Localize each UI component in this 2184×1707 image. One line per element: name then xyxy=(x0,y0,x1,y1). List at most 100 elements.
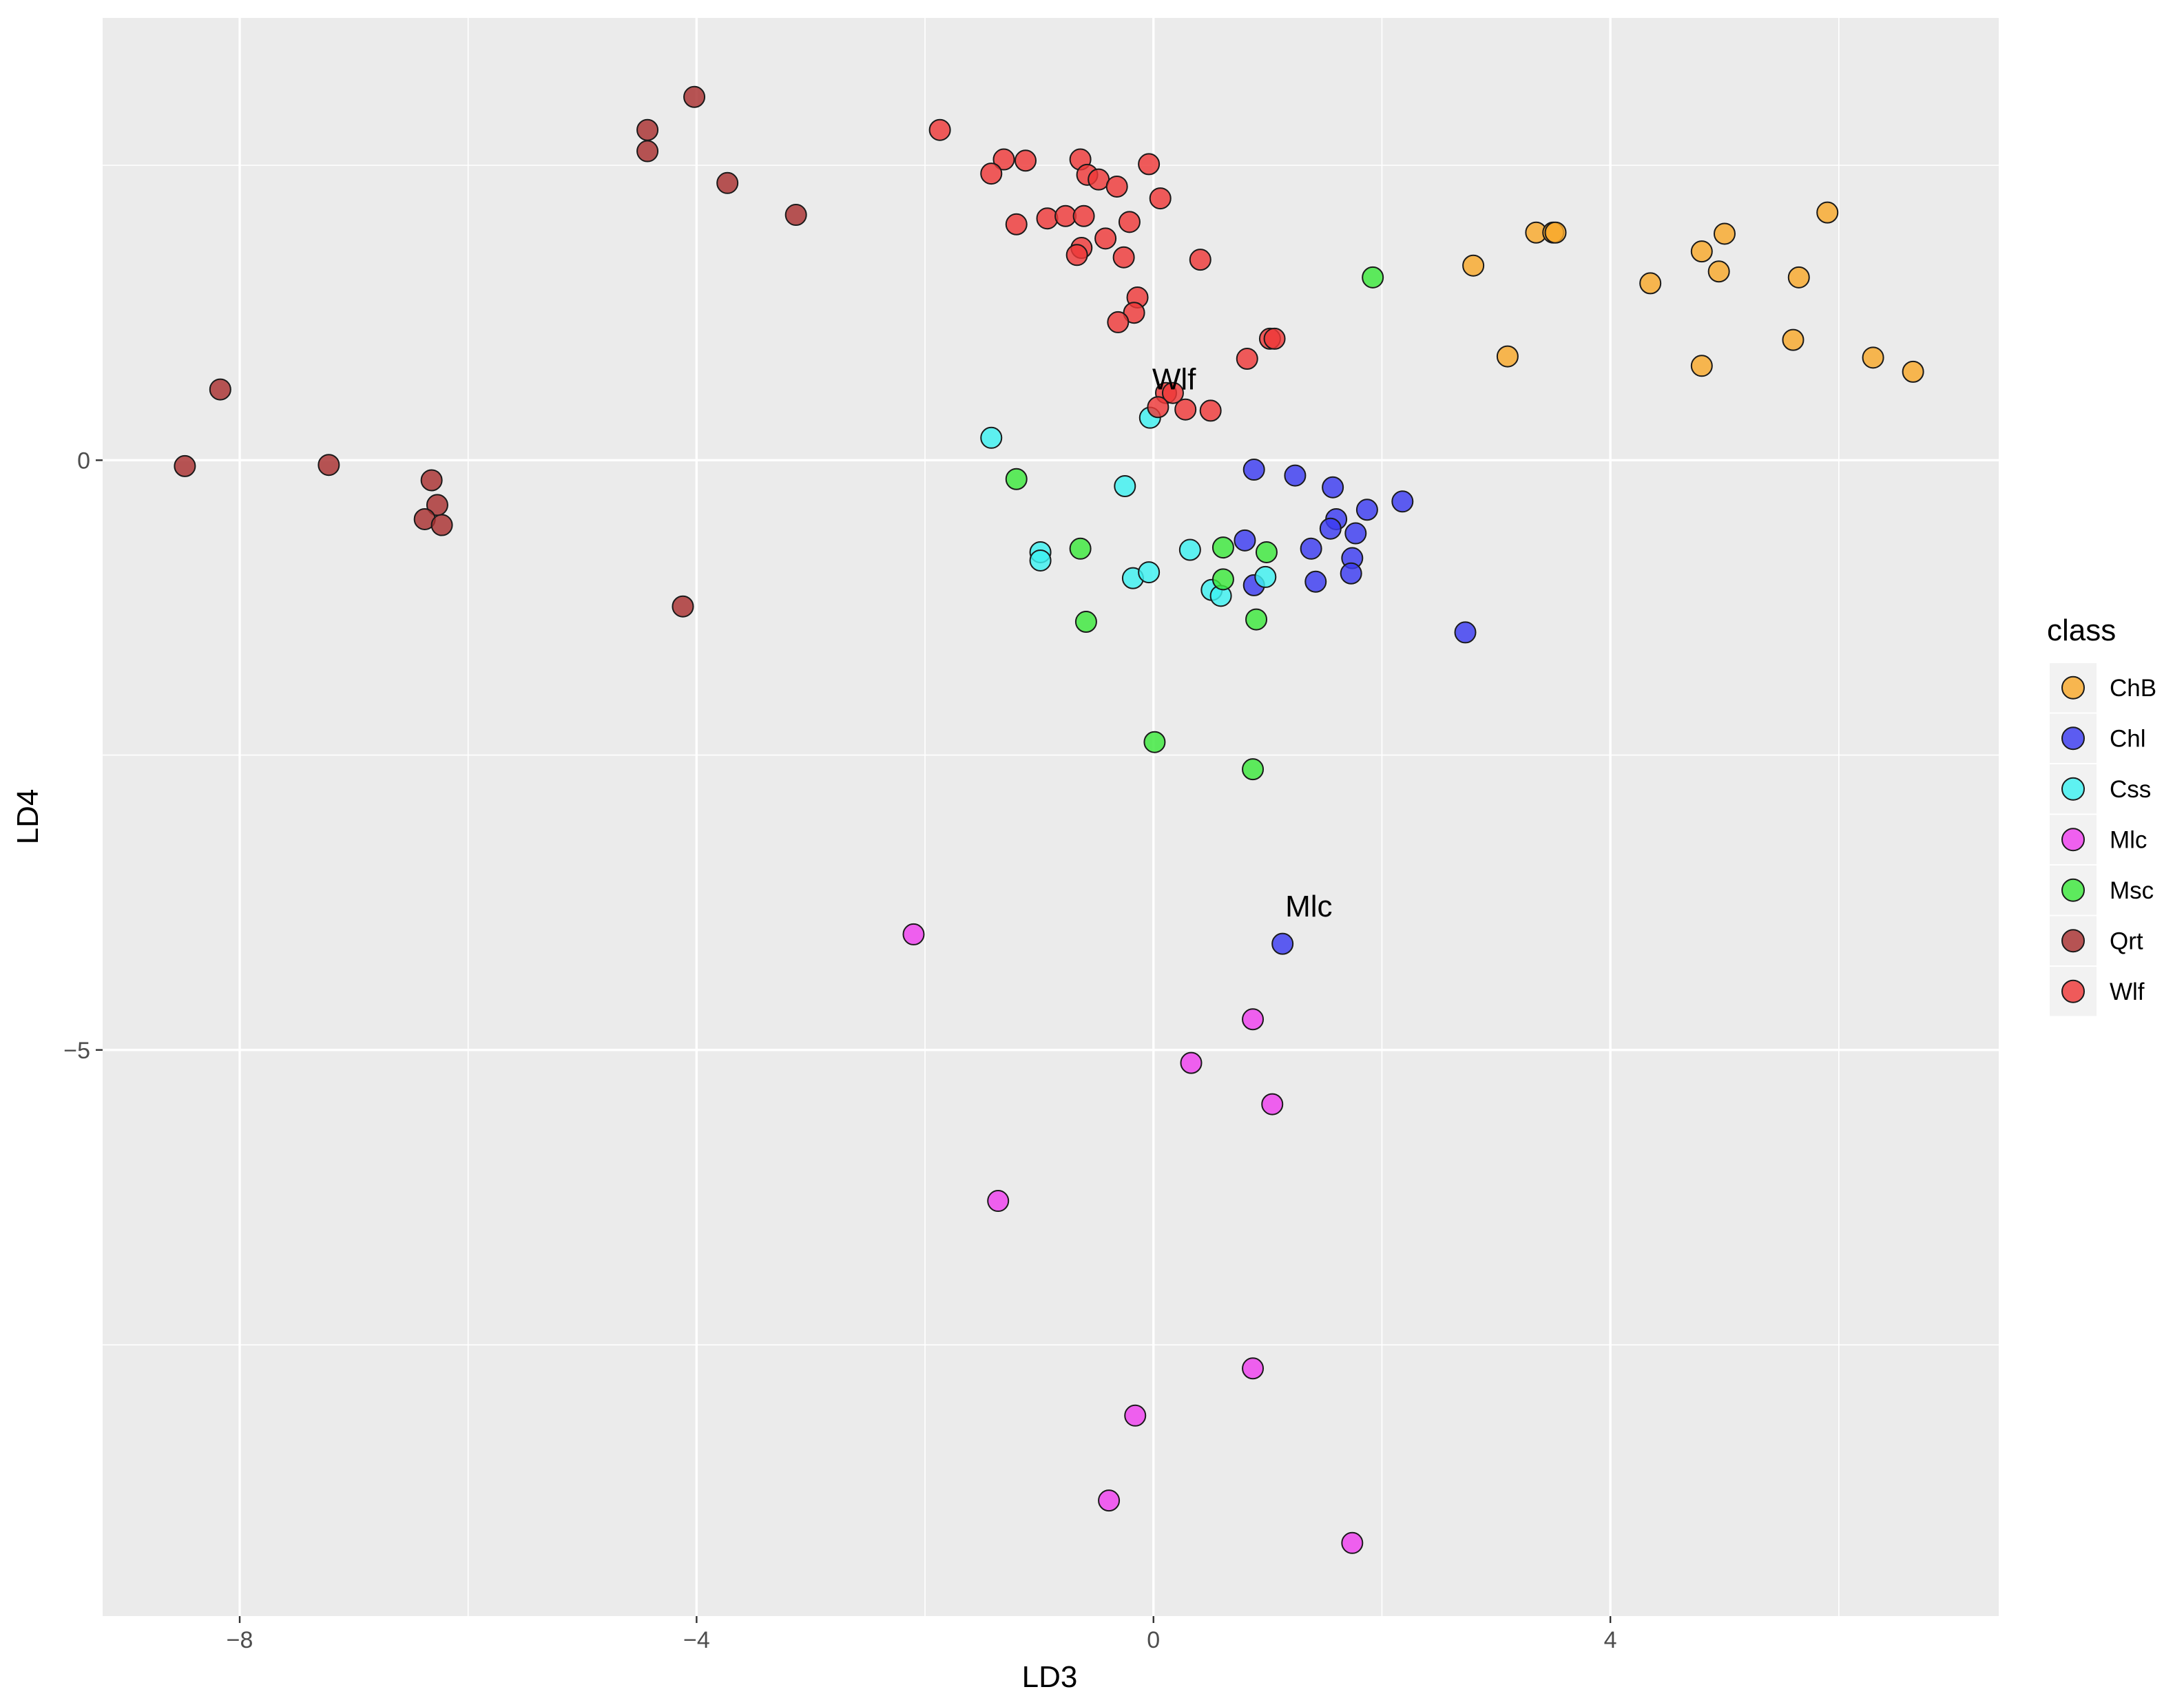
minor-gridlines xyxy=(103,18,1999,1616)
data-point-qrt xyxy=(174,454,196,477)
data-point-mlc xyxy=(1242,1008,1265,1031)
data-point-wlf xyxy=(1161,381,1184,404)
data-point-wlf xyxy=(1072,205,1095,227)
data-point-msc xyxy=(1069,537,1092,560)
data-point-mlc xyxy=(1124,1404,1147,1427)
data-point-msc xyxy=(1211,568,1234,591)
data-point-css xyxy=(1138,561,1161,584)
data-point-chb xyxy=(1639,272,1662,295)
data-point-msc xyxy=(1074,611,1097,633)
data-point-wlf xyxy=(1094,227,1117,250)
data-point-chl xyxy=(1242,459,1265,481)
data-point-chl xyxy=(1271,932,1294,955)
data-point-wlf xyxy=(1149,187,1172,210)
legend-label-msc: Msc xyxy=(2110,877,2154,904)
data-point-chl xyxy=(1300,537,1322,560)
data-point-chb xyxy=(1902,360,1924,383)
legend-label-css: Css xyxy=(2110,776,2151,803)
data-point-msc xyxy=(1255,541,1278,563)
data-point-wlf xyxy=(1199,399,1222,422)
data-point-wlf xyxy=(1118,211,1141,233)
data-point-msc xyxy=(1211,536,1234,559)
data-point-qrt xyxy=(683,85,706,108)
data-point-chl xyxy=(1344,522,1367,545)
data-point-wlf xyxy=(1138,153,1161,176)
data-point-mlc xyxy=(1341,1531,1364,1554)
data-point-wlf xyxy=(1112,246,1135,269)
data-point-mlc xyxy=(902,923,925,945)
data-point-css xyxy=(1254,565,1277,588)
data-point-chb xyxy=(1816,201,1839,224)
legend-title: class xyxy=(2047,614,2116,647)
annotations-layer: Wlf Mlc xyxy=(1152,363,1333,924)
x-tick-label: 0 xyxy=(1147,1627,1160,1653)
x-axis-ticks: −8 −4 0 4 xyxy=(227,1616,1617,1653)
data-point-wlf xyxy=(992,148,1015,171)
y-axis-title: LD4 xyxy=(11,789,45,845)
data-point-qrt xyxy=(784,204,807,227)
point-annotation: Mlc xyxy=(1285,890,1332,923)
data-point-chb xyxy=(1707,260,1730,283)
data-point-css xyxy=(980,426,1003,449)
data-point-chb xyxy=(1496,345,1519,368)
legend-key-qrt xyxy=(2061,929,2085,953)
data-point-mlc xyxy=(1242,1357,1265,1380)
y-axis-ticks: 0 −5 xyxy=(63,448,103,1064)
data-point-wlf xyxy=(1065,244,1088,266)
legend-key-msc xyxy=(2061,878,2085,902)
data-point-chb xyxy=(1690,355,1713,377)
data-point-chb xyxy=(1544,221,1567,244)
data-point-chb xyxy=(1713,222,1736,245)
legend-label-mlc: Mlc xyxy=(2110,826,2147,853)
data-point-chl xyxy=(1454,621,1477,644)
data-point-qrt xyxy=(318,454,340,477)
data-point-wlf xyxy=(1005,213,1028,235)
data-point-mlc xyxy=(987,1190,1010,1213)
data-point-wlf xyxy=(1036,207,1059,230)
data-point-msc xyxy=(1242,758,1265,781)
data-point-mlc xyxy=(1180,1051,1203,1074)
data-point-chl xyxy=(1391,490,1414,513)
plot-panel xyxy=(103,18,1999,1616)
data-point-mlc xyxy=(1098,1489,1121,1512)
data-point-qrt xyxy=(209,378,231,401)
data-point-chb xyxy=(1787,266,1810,289)
data-point-qrt xyxy=(636,140,659,163)
data-point-chb xyxy=(1462,254,1485,277)
legend-key-css xyxy=(2061,777,2085,801)
legend-label-qrt: Qrt xyxy=(2110,928,2143,954)
data-point-mlc xyxy=(1261,1093,1284,1116)
x-tick-label: 4 xyxy=(1604,1627,1617,1653)
data-point-wlf xyxy=(1189,249,1211,271)
x-tick-label: −4 xyxy=(683,1627,710,1653)
data-point-wlf xyxy=(1105,175,1128,198)
data-point-chb xyxy=(1862,346,1884,369)
data-point-wlf xyxy=(1015,149,1037,172)
legend-key-chb xyxy=(2061,676,2085,700)
data-point-chl xyxy=(1340,562,1362,585)
data-point-chl xyxy=(1322,476,1344,499)
data-point-msc xyxy=(1005,468,1028,490)
data-point-wlf xyxy=(1236,348,1258,370)
data-point-wlf xyxy=(1174,398,1197,421)
data-point-qrt xyxy=(420,469,443,492)
data-point-chl xyxy=(1319,517,1342,540)
data-point-css xyxy=(1114,475,1136,498)
data-point-qrt xyxy=(636,118,659,141)
legend-key-mlc xyxy=(2061,828,2085,852)
data-point-css xyxy=(1178,538,1201,561)
data-point-wlf xyxy=(980,163,1003,185)
legend-label-wlf: Wlf xyxy=(2110,978,2145,1005)
data-point-chl xyxy=(1234,529,1256,552)
data-point-qrt xyxy=(716,171,739,194)
data-point-msc xyxy=(1245,608,1268,631)
x-axis-title: LD3 xyxy=(1022,1660,1078,1694)
data-point-chb xyxy=(1690,240,1713,263)
data-point-qrt xyxy=(672,595,694,618)
data-point-wlf xyxy=(1263,327,1286,350)
legend: class ChB Chl Css Mlc Msc Qrt Wlf xyxy=(2047,614,2156,1018)
data-point-qrt xyxy=(430,514,453,536)
data-point-wlf xyxy=(1088,168,1110,191)
